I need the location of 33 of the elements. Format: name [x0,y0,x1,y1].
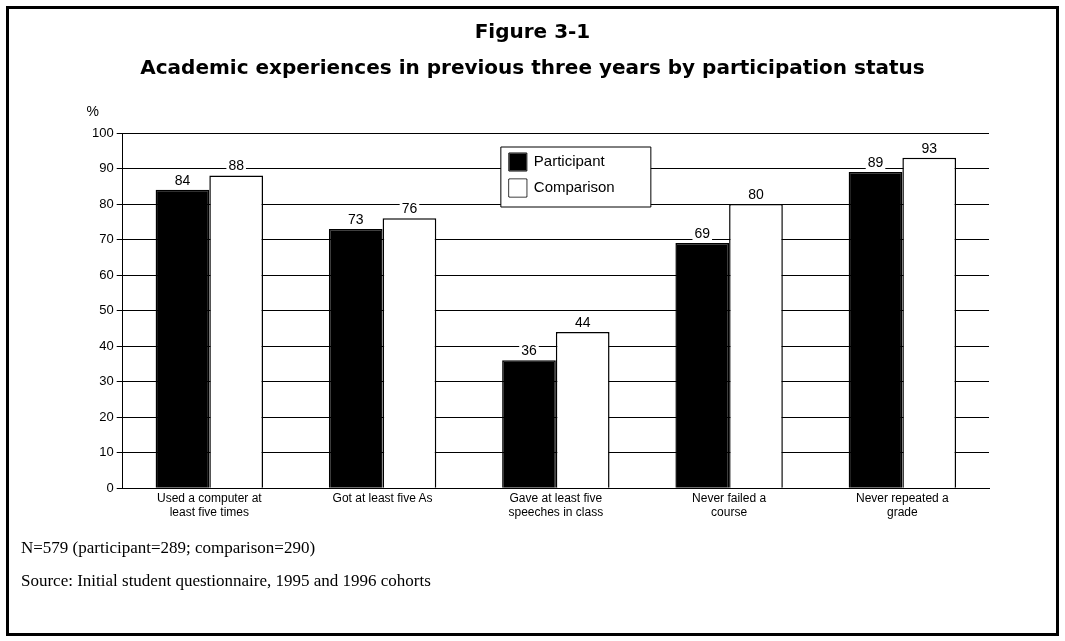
x-tick-label: Never repeated a grade [856,490,950,520]
y-tick-label: 70 [99,231,114,247]
x-tick-label: Used a computer at least five times [156,490,263,520]
y-tick-label: 50 [99,302,114,318]
data-label: 88 [228,157,245,174]
y-tick-label: 10 [99,444,114,460]
chart-title: Figure 3-1 [473,19,592,43]
data-label: 84 [174,171,191,188]
y-tick-label: 30 [99,373,114,389]
data-label: 69 [694,224,711,241]
y-tick-label: 100 [91,124,114,140]
chart-subtitle: Academic experiences in previous three years by participation status [139,55,926,79]
y-tick-label: 40 [99,337,114,353]
data-label: 73 [347,210,364,227]
x-tick-label: Gave at least five speeches in class [508,490,604,520]
y-tick-label: 80 [99,195,114,211]
legend-label: Comparison [533,178,615,196]
y-axis-title: % [86,102,99,119]
y-tick-label: 60 [99,266,114,282]
data-label: 44 [574,313,591,330]
y-tick-label: 90 [99,160,114,176]
y-tick-label: 0 [106,479,114,495]
legend-label: Participant [533,152,606,170]
data-label: 36 [521,342,537,359]
text: N=579 (participant=289; comparison=290) [21,537,317,559]
source-note: Source: Initial student questionnaire, 1995 and 1996 cohorts [21,570,431,592]
data-label: 93 [921,139,938,156]
y-tick-label: 20 [99,408,114,424]
data-label: 89 [867,153,884,170]
data-label: 80 [748,185,764,202]
data-label: 76 [401,200,418,217]
x-tick-label: Got at least five As [332,490,433,505]
x-tick-label: Never failed a course [692,490,767,520]
